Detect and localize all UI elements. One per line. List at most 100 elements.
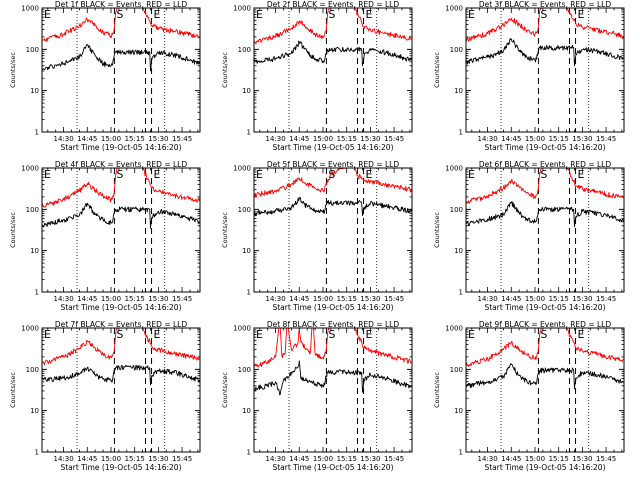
x-axis-label: Start Time (19-Oct-05 14:16:20) bbox=[60, 303, 181, 312]
y-tick-label: 100 bbox=[26, 366, 39, 374]
plot-frame bbox=[465, 7, 625, 133]
panel-det-2: Det 2f BLACK = Events, RED = LLD 1 10 100 10… bbox=[221, 0, 413, 152]
x-tick-label: 15:00 bbox=[313, 295, 333, 303]
x-tick-label: 15:15 bbox=[337, 295, 357, 303]
y-tick-label: 1000 bbox=[445, 5, 463, 13]
x-tick-label: 15:15 bbox=[549, 455, 569, 463]
y-axis-label: Counts/sec bbox=[433, 372, 441, 408]
panel-title: Det 7f BLACK = Events, RED = LLD bbox=[55, 320, 188, 329]
y-tick-label: 1 bbox=[35, 449, 39, 457]
x-tick-label: 14:30 bbox=[265, 295, 285, 303]
series-line-lld bbox=[254, 8, 412, 45]
x-tick-label: 14:45 bbox=[289, 295, 309, 303]
plot-frame bbox=[465, 167, 625, 293]
x-tick-label: 15:30 bbox=[360, 135, 380, 143]
x-tick-label: 15:30 bbox=[360, 455, 380, 463]
x-tick-label: 15:15 bbox=[549, 135, 569, 143]
marker-e-start: E bbox=[256, 168, 263, 181]
x-tick-label: 15:15 bbox=[125, 455, 145, 463]
marker-s: S bbox=[328, 168, 335, 181]
y-tick-label: 1000 bbox=[445, 325, 463, 333]
y-tick-label: 1000 bbox=[233, 165, 251, 173]
plot-frame bbox=[465, 327, 625, 453]
x-tick-label: 15:30 bbox=[148, 135, 168, 143]
panel-det-9: Det 9f BLACK = Events, RED = LLD 1 10 100 10… bbox=[433, 320, 625, 472]
series-line-lld bbox=[254, 328, 412, 368]
x-tick-label: 15:15 bbox=[337, 455, 357, 463]
y-tick-label: 1000 bbox=[233, 325, 251, 333]
x-tick-label: 15:45 bbox=[172, 135, 192, 143]
marker-e-start: E bbox=[468, 168, 475, 181]
y-tick-label: 1000 bbox=[233, 5, 251, 13]
x-tick-label: 15:15 bbox=[125, 295, 145, 303]
x-tick-label: 15:45 bbox=[384, 295, 404, 303]
series-line-lld bbox=[254, 168, 412, 198]
marker-e-end: E bbox=[154, 328, 161, 341]
x-tick-label: 15:45 bbox=[384, 135, 404, 143]
x-tick-label: 14:45 bbox=[77, 135, 97, 143]
y-axis-label: Counts/sec bbox=[9, 52, 17, 88]
marker-e-start: E bbox=[468, 8, 475, 21]
y-tick-label: 10 bbox=[454, 247, 463, 255]
x-tick-label: 15:00 bbox=[101, 295, 121, 303]
x-tick-label: 14:45 bbox=[501, 135, 521, 143]
series-line-lld bbox=[466, 8, 624, 42]
marker-s: S bbox=[116, 8, 123, 21]
y-axis-label: Counts/sec bbox=[9, 212, 17, 248]
x-tick-label: 14:30 bbox=[53, 295, 73, 303]
x-tick-label: 15:00 bbox=[101, 455, 121, 463]
marker-e-start: E bbox=[44, 328, 51, 341]
x-axis-label: Start Time (19-Oct-05 14:16:20) bbox=[484, 303, 605, 312]
marker-e-start: E bbox=[44, 8, 51, 21]
x-tick-label: 14:45 bbox=[501, 295, 521, 303]
x-tick-label: 15:30 bbox=[572, 455, 592, 463]
series-line-events bbox=[466, 201, 624, 228]
x-tick-label: 15:45 bbox=[596, 135, 616, 143]
marker-e-end: E bbox=[578, 168, 585, 181]
panel-det-8: Det 8f BLACK = Events, RED = LLD 1 10 100 10… bbox=[221, 320, 413, 472]
y-tick-label: 100 bbox=[238, 366, 251, 374]
y-tick-label: 100 bbox=[26, 206, 39, 214]
plot-frame bbox=[253, 167, 413, 293]
x-tick-label: 15:00 bbox=[101, 135, 121, 143]
panel-det-4: Det 4f BLACK = Events, RED = LLD 1 10 100 10… bbox=[9, 160, 201, 312]
y-tick-label: 1000 bbox=[21, 325, 39, 333]
marker-e-end: E bbox=[578, 8, 585, 21]
series-line-events bbox=[42, 364, 200, 386]
marker-s: S bbox=[540, 168, 547, 181]
series-line-lld bbox=[42, 328, 200, 366]
x-tick-label: 15:30 bbox=[148, 455, 168, 463]
marker-e-start: E bbox=[256, 8, 263, 21]
y-tick-label: 10 bbox=[242, 247, 251, 255]
marker-s: S bbox=[328, 328, 335, 341]
series-line-events bbox=[466, 38, 624, 67]
x-tick-label: 14:30 bbox=[53, 135, 73, 143]
y-tick-label: 1 bbox=[247, 129, 251, 137]
y-tick-label: 10 bbox=[30, 87, 39, 95]
x-tick-label: 14:30 bbox=[477, 295, 497, 303]
x-tick-label: 15:30 bbox=[148, 295, 168, 303]
x-tick-label: 15:45 bbox=[596, 455, 616, 463]
y-tick-label: 1 bbox=[247, 449, 251, 457]
marker-e-end: E bbox=[366, 168, 373, 181]
panel-title: Det 6f BLACK = Events, RED = LLD bbox=[479, 160, 612, 169]
y-tick-label: 100 bbox=[238, 46, 251, 54]
y-axis-label: Counts/sec bbox=[221, 212, 229, 248]
panel-title: Det 3f BLACK = Events, RED = LLD bbox=[479, 0, 612, 9]
x-axis-label: Start Time (19-Oct-05 14:16:20) bbox=[484, 463, 605, 472]
panel-det-1: Det 1f BLACK = Events, RED = LLD 1 10 100 10… bbox=[9, 0, 201, 152]
panel-title: Det 2f BLACK = Events, RED = LLD bbox=[267, 0, 400, 9]
x-tick-label: 15:15 bbox=[125, 135, 145, 143]
plot-frame bbox=[41, 167, 201, 293]
series-line-events bbox=[254, 40, 412, 67]
panel-det-7: Det 7f BLACK = Events, RED = LLD 1 10 100 10… bbox=[9, 320, 201, 472]
y-tick-label: 100 bbox=[450, 206, 463, 214]
panel-title: Det 1f BLACK = Events, RED = LLD bbox=[55, 0, 188, 9]
series-line-lld bbox=[42, 8, 200, 42]
y-tick-label: 10 bbox=[242, 407, 251, 415]
y-tick-label: 1 bbox=[459, 449, 463, 457]
y-axis-label: Counts/sec bbox=[9, 372, 17, 408]
y-tick-label: 100 bbox=[450, 366, 463, 374]
plot-frame bbox=[41, 327, 201, 453]
panel-title: Det 4f BLACK = Events, RED = LLD bbox=[55, 160, 188, 169]
